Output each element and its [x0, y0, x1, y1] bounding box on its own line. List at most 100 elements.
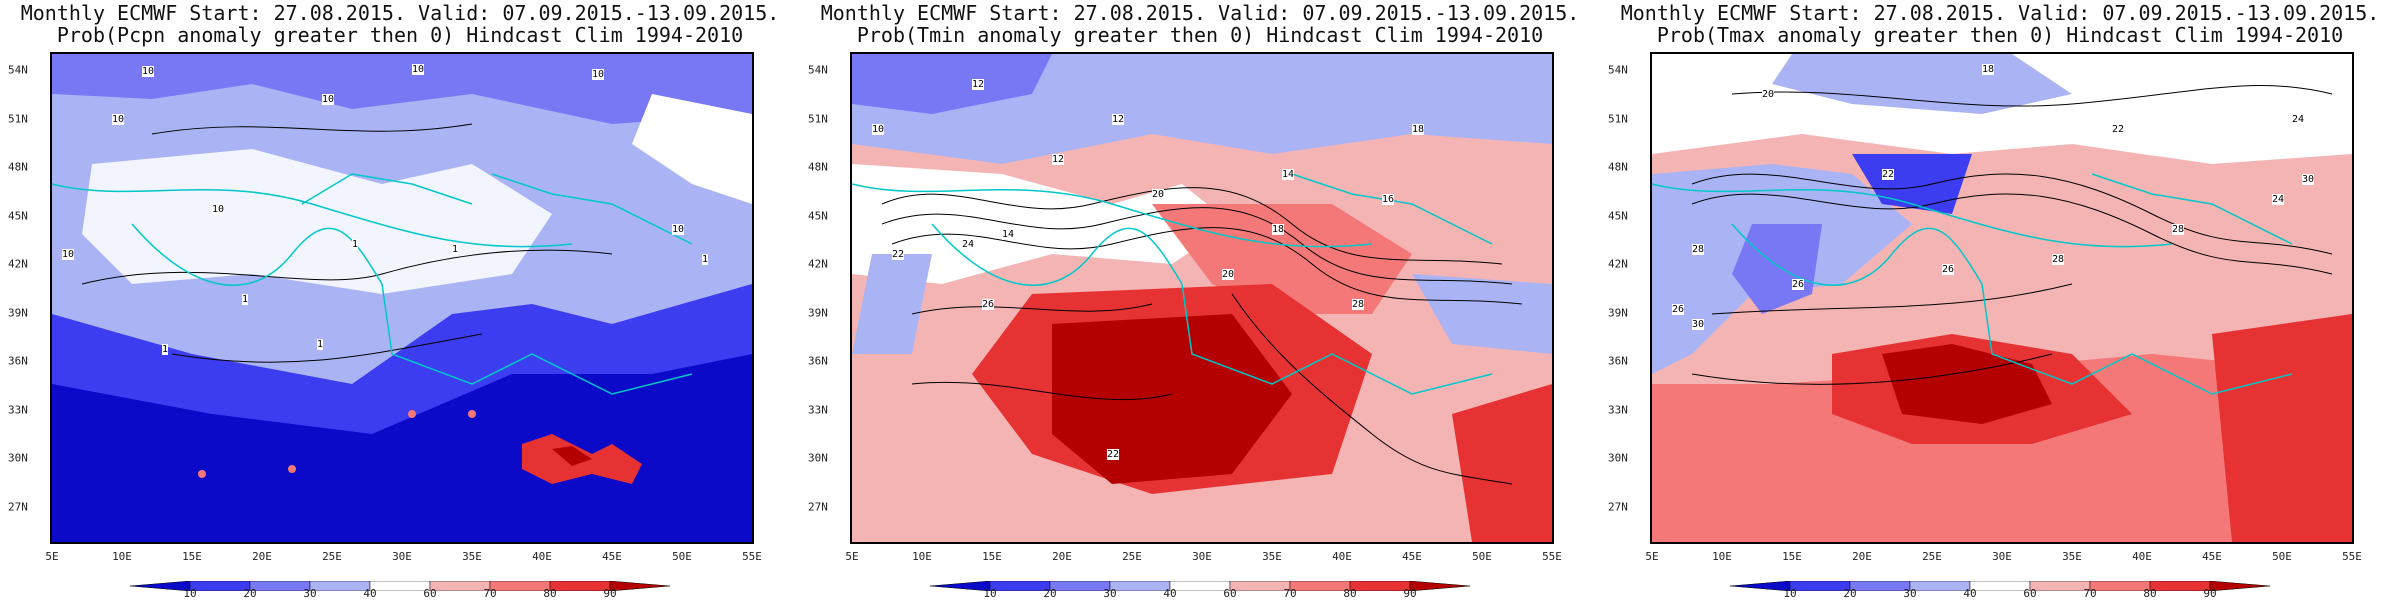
lon-tick-label: 55E	[742, 550, 762, 563]
colorbar-swatch	[189, 580, 251, 592]
contour-label: 1	[242, 294, 249, 305]
colorbar	[1729, 576, 2271, 592]
lon-tick-label: 45E	[602, 550, 622, 563]
lon-tick-label: 50E	[1472, 550, 1492, 563]
lat-tick-label: 42N	[808, 257, 828, 271]
lat-tick-label: 48N	[1608, 160, 1628, 174]
lat-tick-label: 39N	[808, 306, 828, 319]
lat-tick-label: 27N	[808, 500, 828, 513]
colorbar-tick-label: 20	[1843, 587, 1857, 600]
colorbar-tick-label: 10	[1783, 587, 1797, 600]
contour-label: 26	[982, 299, 995, 310]
contour-label: 1	[317, 339, 324, 350]
contour-label: 22	[1882, 169, 1895, 180]
contour-label: 18	[1982, 64, 1995, 75]
lat-tick-label: 45N	[8, 209, 28, 222]
colorbar-swatch	[129, 580, 191, 592]
lon-tick-label: 55E	[2342, 550, 2362, 563]
panel-pcpn: Monthly ECMWF Start: 27.08.2015. Valid: …	[0, 0, 800, 600]
contour-label: 10	[412, 64, 425, 75]
colorbar	[929, 576, 1471, 592]
contour-label: 10	[112, 114, 125, 125]
lat-tick-label: 27N	[8, 500, 28, 513]
contour-label: 22	[1107, 449, 1120, 460]
contour-label: 1	[452, 244, 459, 255]
colorbar-swatch	[1289, 580, 1351, 592]
contour-label: 28	[2172, 224, 2185, 235]
lon-tick-label: 40E	[532, 550, 552, 563]
contour-label: 10	[142, 66, 155, 77]
panel-title-line2: Prob(Pcpn anomaly greater then 0) Hindca…	[56, 23, 744, 47]
contour-label: 24	[962, 239, 975, 250]
lon-tick-label: 25E	[1922, 550, 1942, 563]
contour-label: 1	[352, 239, 359, 250]
map-area: 18 20 22 24 26 28 30 22 24 26 28 30 26 2…	[1650, 52, 2354, 544]
lon-tick-label: 20E	[1852, 550, 1872, 563]
lat-tick-label: 51N	[1608, 112, 1628, 125]
lon-tick-label: 15E	[182, 550, 202, 563]
contour-label: 26	[1792, 279, 1805, 290]
colorbar	[129, 576, 671, 592]
contour-label: 10	[592, 69, 605, 80]
colorbar-tick-label: 20	[243, 587, 257, 600]
colorbar-swatch	[1969, 580, 2031, 592]
colorbar-swatch	[1909, 580, 1971, 592]
contour-label: 28	[1352, 299, 1365, 310]
contour-label: 30	[2302, 174, 2315, 185]
contour-label: 20	[1762, 89, 1775, 100]
colorbar-swatch	[2149, 580, 2211, 592]
lat-tick-label: 45N	[808, 209, 828, 222]
colorbar-swatch	[989, 580, 1051, 592]
colorbar-tick-label: 70	[2083, 587, 2097, 600]
colorbar-swatch	[2029, 580, 2091, 592]
contour-label: 18	[1272, 224, 1285, 235]
colorbar-tick-label: 40	[1963, 587, 1977, 600]
lat-tick-label: 54N	[1608, 63, 1628, 77]
lon-tick-label: 50E	[672, 550, 692, 563]
lon-tick-label: 40E	[2132, 550, 2152, 563]
lon-tick-label: 35E	[1262, 550, 1282, 563]
contour-label: 10	[212, 204, 225, 215]
lat-tick-label: 48N	[8, 160, 28, 174]
colorbar-tick-label: 10	[983, 587, 997, 600]
colorbar-swatch	[2209, 580, 2271, 592]
colorbar-swatch	[1849, 580, 1911, 592]
lat-tick-label: 36N	[808, 354, 828, 368]
colorbar-tick-label: 60	[2023, 587, 2037, 600]
colorbar-swatch	[429, 580, 491, 592]
colorbar-swatch	[249, 580, 311, 592]
lon-tick-label: 10E	[112, 550, 132, 563]
probability-map	[52, 54, 752, 542]
contour-label: 10	[872, 124, 885, 135]
colorbar-swatch	[1789, 580, 1851, 592]
contour-label: 18	[1412, 124, 1425, 135]
lon-tick-label: 30E	[1192, 550, 1212, 563]
lon-tick-label: 35E	[462, 550, 482, 563]
colorbar-tick-label: 30	[1103, 587, 1117, 600]
colorbar-swatch	[1409, 580, 1471, 592]
lat-tick-label: 30N	[808, 451, 828, 465]
colorbar-swatch	[489, 580, 551, 592]
lon-tick-label: 45E	[1402, 550, 1422, 563]
lat-tick-label: 33N	[1608, 403, 1628, 416]
map-area: 10 12 12 12 14 14 16 18 20 22 24 26 28 2…	[850, 52, 1554, 544]
contour-label: 10	[322, 94, 335, 105]
contour-label: 1	[162, 344, 169, 355]
colorbar-swatch	[609, 580, 671, 592]
lon-tick-label: 10E	[912, 550, 932, 563]
colorbar-swatch	[1349, 580, 1411, 592]
panel-title-line1: Monthly ECMWF Start: 27.08.2015. Valid: …	[1620, 1, 2380, 25]
colorbar-tick-label: 60	[423, 587, 437, 600]
contour-label: 26	[1672, 304, 1685, 315]
lat-tick-label: 27N	[1608, 500, 1628, 513]
lat-tick-label: 54N	[808, 63, 828, 77]
colorbar-swatch	[1229, 580, 1291, 592]
panel-tmin: Monthly ECMWF Start: 27.08.2015. Valid: …	[800, 0, 1600, 600]
colorbar-tick-label: 80	[1343, 587, 1357, 600]
lon-tick-label: 20E	[1052, 550, 1072, 563]
colorbar-tick-label: 70	[1283, 587, 1297, 600]
lat-tick-label: 36N	[1608, 354, 1628, 368]
contour-label: 28	[1692, 244, 1705, 255]
map-area: 10 10 10 10 10 10 10 10 1 1 1 1 1 1	[50, 52, 754, 544]
contour-label: 12	[972, 79, 985, 90]
